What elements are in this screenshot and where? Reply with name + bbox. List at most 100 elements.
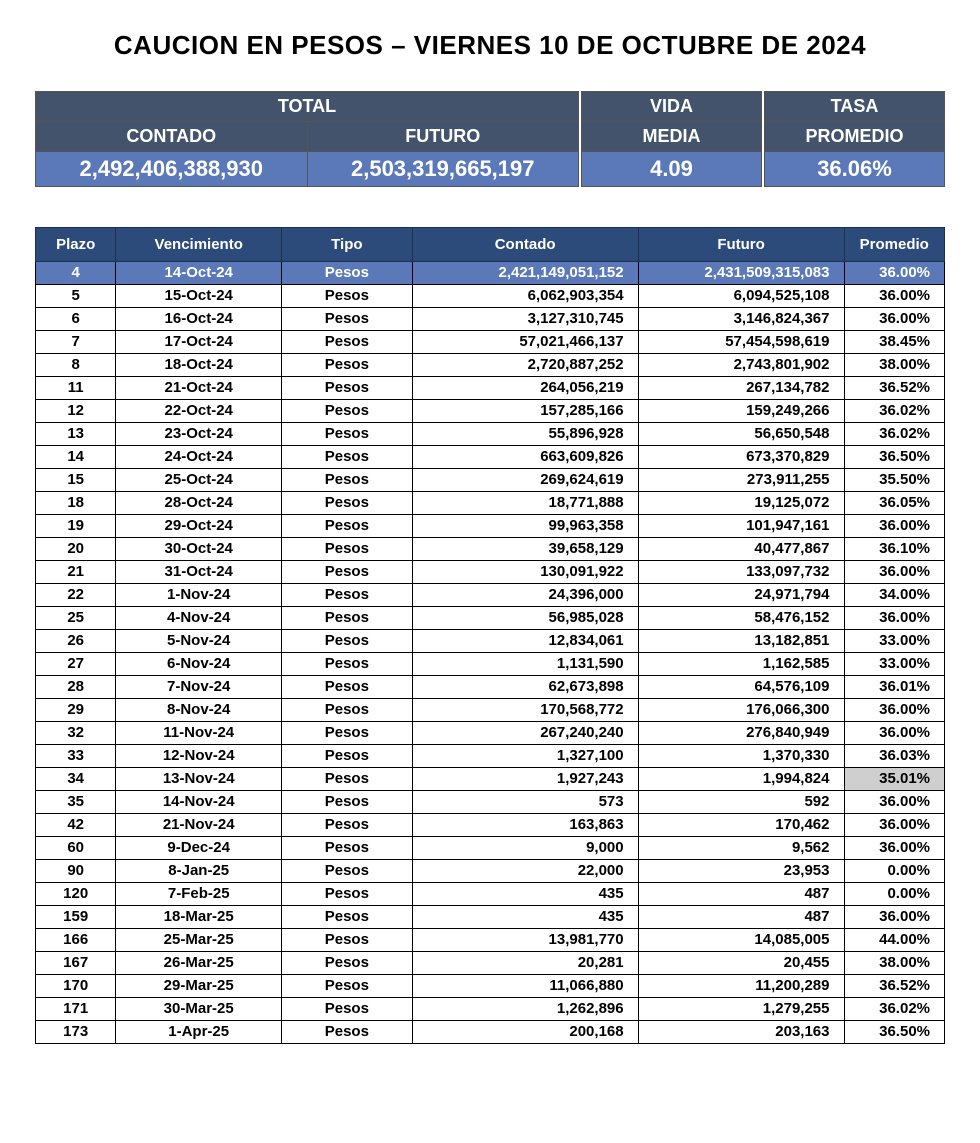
cell: 27: [36, 653, 116, 676]
cell: 18: [36, 492, 116, 515]
cell: Pesos: [282, 561, 413, 584]
cell: 1,131,590: [412, 653, 638, 676]
cell: 57,454,598,619: [638, 331, 844, 354]
cell: 26: [36, 630, 116, 653]
cell: 133,097,732: [638, 561, 844, 584]
cell: 157,285,166: [412, 400, 638, 423]
cell: Pesos: [282, 584, 413, 607]
table-row: 818-Oct-24Pesos2,720,887,2522,743,801,90…: [36, 354, 945, 377]
cell: 267,240,240: [412, 722, 638, 745]
table-row: 1222-Oct-24Pesos157,285,166159,249,26636…: [36, 400, 945, 423]
cell: 203,163: [638, 1021, 844, 1044]
cell: 6: [36, 308, 116, 331]
cell: 36.50%: [844, 446, 945, 469]
cell: Pesos: [282, 653, 413, 676]
table-row: 515-Oct-24Pesos6,062,903,3546,094,525,10…: [36, 285, 945, 308]
table-row: 2131-Oct-24Pesos130,091,922133,097,73236…: [36, 561, 945, 584]
cell: 33.00%: [844, 653, 945, 676]
cell: 35: [36, 791, 116, 814]
cell: 166: [36, 929, 116, 952]
cell: 435: [412, 883, 638, 906]
cell: 32: [36, 722, 116, 745]
cell: 55,896,928: [412, 423, 638, 446]
cell: 264,056,219: [412, 377, 638, 400]
table-row: 3211-Nov-24Pesos267,240,240276,840,94936…: [36, 722, 945, 745]
table-row: 221-Nov-24Pesos24,396,00024,971,79434.00…: [36, 584, 945, 607]
table-row: 3312-Nov-24Pesos1,327,1001,370,33036.03%: [36, 745, 945, 768]
cell: 1-Nov-24: [116, 584, 282, 607]
table-row: 908-Jan-25Pesos22,00023,9530.00%: [36, 860, 945, 883]
table-row: 1424-Oct-24Pesos663,609,826673,370,82936…: [36, 446, 945, 469]
cell: 26-Mar-25: [116, 952, 282, 975]
summary-contado-value: 2,492,406,388,930: [36, 152, 308, 187]
cell: 36.03%: [844, 745, 945, 768]
table-row: 254-Nov-24Pesos56,985,02858,476,15236.00…: [36, 607, 945, 630]
summary-tasa-promedio-value: 36.06%: [765, 152, 945, 187]
cell: Pesos: [282, 446, 413, 469]
cell: 200,168: [412, 1021, 638, 1044]
col-tipo: Tipo: [282, 228, 413, 262]
cell: 8-Nov-24: [116, 699, 282, 722]
table-row: 1207-Feb-25Pesos4354870.00%: [36, 883, 945, 906]
cell: 42: [36, 814, 116, 837]
cell: Pesos: [282, 469, 413, 492]
cell: 487: [638, 906, 844, 929]
cell: Pesos: [282, 676, 413, 699]
cell: 36.01%: [844, 676, 945, 699]
detail-header-row: Plazo Vencimiento Tipo Contado Futuro Pr…: [36, 228, 945, 262]
cell: 19,125,072: [638, 492, 844, 515]
cell: 1,162,585: [638, 653, 844, 676]
cell: 159,249,266: [638, 400, 844, 423]
col-vencimiento: Vencimiento: [116, 228, 282, 262]
cell: Pesos: [282, 929, 413, 952]
cell: 38.00%: [844, 354, 945, 377]
cell: 5: [36, 285, 116, 308]
cell: 24,971,794: [638, 584, 844, 607]
cell: Pesos: [282, 400, 413, 423]
cell: 22-Oct-24: [116, 400, 282, 423]
cell: 36.05%: [844, 492, 945, 515]
cell: 56,985,028: [412, 607, 638, 630]
cell: 8-Jan-25: [116, 860, 282, 883]
cell: 44.00%: [844, 929, 945, 952]
cell: 14-Oct-24: [116, 262, 282, 285]
cell: Pesos: [282, 906, 413, 929]
cell: 58,476,152: [638, 607, 844, 630]
cell: Pesos: [282, 331, 413, 354]
cell: 25-Mar-25: [116, 929, 282, 952]
summary-table: TOTAL VIDA TASA CONTADO FUTURO MEDIA PRO…: [35, 91, 945, 187]
cell: Pesos: [282, 354, 413, 377]
cell: 36.00%: [844, 285, 945, 308]
cell: 36.52%: [844, 377, 945, 400]
cell: Pesos: [282, 1021, 413, 1044]
cell: 13: [36, 423, 116, 446]
cell: Pesos: [282, 975, 413, 998]
table-row: 2030-Oct-24Pesos39,658,12940,477,86736.1…: [36, 538, 945, 561]
cell: 36.02%: [844, 998, 945, 1021]
cell: 9,000: [412, 837, 638, 860]
cell: Pesos: [282, 699, 413, 722]
cell: 11-Nov-24: [116, 722, 282, 745]
table-row: 1731-Apr-25Pesos200,168203,16336.50%: [36, 1021, 945, 1044]
cell: 6-Nov-24: [116, 653, 282, 676]
table-row: 265-Nov-24Pesos12,834,06113,182,85133.00…: [36, 630, 945, 653]
cell: 170: [36, 975, 116, 998]
cell: 673,370,829: [638, 446, 844, 469]
table-row: 15918-Mar-25Pesos43548736.00%: [36, 906, 945, 929]
cell: 60: [36, 837, 116, 860]
cell: 130,091,922: [412, 561, 638, 584]
cell: 18-Oct-24: [116, 354, 282, 377]
cell: 276,840,949: [638, 722, 844, 745]
cell: 21-Oct-24: [116, 377, 282, 400]
table-row: 609-Dec-24Pesos9,0009,56236.00%: [36, 837, 945, 860]
cell: 5-Nov-24: [116, 630, 282, 653]
cell: 2,421,149,051,152: [412, 262, 638, 285]
cell: 64,576,109: [638, 676, 844, 699]
cell: 36.00%: [844, 308, 945, 331]
cell: 11: [36, 377, 116, 400]
cell: Pesos: [282, 607, 413, 630]
cell: 7: [36, 331, 116, 354]
table-row: 16625-Mar-25Pesos13,981,77014,085,00544.…: [36, 929, 945, 952]
table-row: 616-Oct-24Pesos3,127,310,7453,146,824,36…: [36, 308, 945, 331]
cell: 20,455: [638, 952, 844, 975]
